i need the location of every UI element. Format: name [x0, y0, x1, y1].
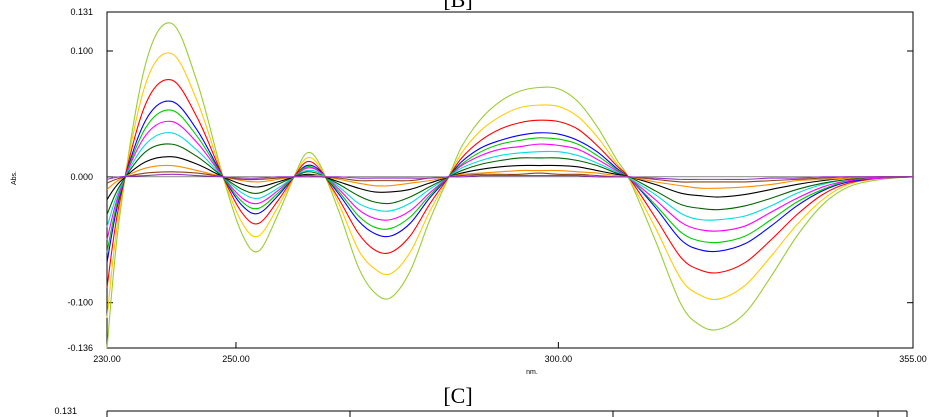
y-axis-title: Abs. — [11, 171, 18, 185]
y-tick-label-b-2: 0.000 — [70, 172, 93, 182]
y-tick-label-b-0: 0.131 — [70, 7, 93, 17]
series-line-11 — [106, 173, 913, 181]
series-line-8 — [106, 156, 914, 200]
series-line-3 — [106, 100, 914, 263]
x-tick-label-b-1: 250.00 — [222, 354, 250, 364]
series-line-0 — [106, 22, 914, 349]
panel-label-c: [C] — [443, 383, 472, 408]
series-line-9 — [106, 164, 914, 190]
series-line-7 — [106, 143, 914, 215]
series-line-4 — [106, 109, 914, 253]
series-line-10 — [106, 171, 913, 184]
x-axis-title: nm. — [526, 369, 538, 376]
y-tick-label-c-top: 0.131 — [54, 406, 77, 416]
x-tick-label-b-3: 355.00 — [899, 354, 927, 364]
panel-label-b: [B] — [443, 0, 472, 12]
plot-frame-b — [106, 11, 914, 349]
series-line-1 — [106, 52, 914, 318]
series-line-6 — [106, 132, 914, 228]
y-tick-label-b-4: -0.136 — [67, 343, 93, 353]
series-group-b — [106, 22, 914, 349]
series-line-5 — [106, 120, 914, 240]
x-tick-label-b-2: 300.00 — [545, 354, 573, 364]
x-tick-label-b-0: 230.00 — [93, 354, 121, 364]
series-line-2 — [106, 78, 914, 288]
y-tick-label-b-3: -0.100 — [67, 298, 93, 308]
chart-panel-c: [C] 0.131 — [54, 383, 908, 417]
y-tick-label-b-1: 0.100 — [70, 46, 93, 56]
